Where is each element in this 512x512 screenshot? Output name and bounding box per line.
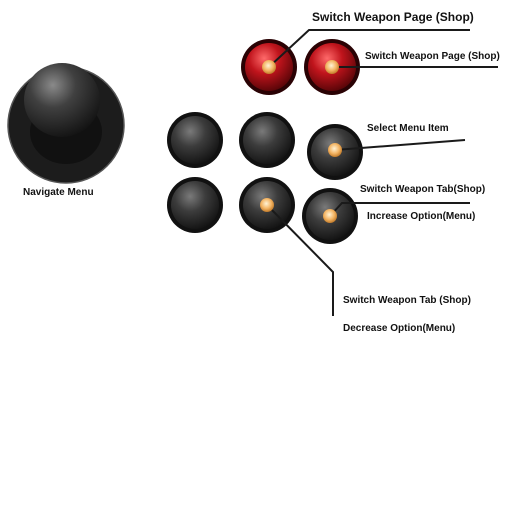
label-switch-tab-bottom: Switch Weapon Tab (Shop) bbox=[343, 295, 471, 306]
highlight-dot-select-item bbox=[328, 143, 342, 157]
button-row2-col1 bbox=[167, 177, 223, 233]
label-select-item: Select Menu Item bbox=[367, 123, 449, 134]
joystick bbox=[7, 63, 125, 184]
highlight-dot-switch-page-top bbox=[262, 60, 276, 74]
label-switch-page-top: Switch Weapon Page (Shop) bbox=[312, 10, 474, 24]
label-navigate-menu: Navigate Menu bbox=[23, 187, 94, 198]
button-row1-col2 bbox=[239, 112, 295, 168]
label-switch-page-side: Switch Weapon Page (Shop) bbox=[365, 51, 500, 62]
leader-decrease-option bbox=[266, 204, 334, 316]
label-increase-option: Increase Option(Menu) bbox=[367, 211, 476, 222]
joystick-ball bbox=[24, 63, 100, 137]
highlight-dot-decrease-option bbox=[260, 198, 274, 212]
leader-lines bbox=[266, 29, 498, 316]
label-decrease-option: Decrease Option(Menu) bbox=[343, 323, 456, 334]
leader-select-item bbox=[334, 139, 466, 151]
highlight-dot-increase-option bbox=[323, 209, 337, 223]
highlight-dot-switch-page-side bbox=[325, 60, 339, 74]
leader-switch-page-top bbox=[268, 29, 470, 68]
label-switch-tab-right: Switch Weapon Tab(Shop) bbox=[360, 184, 486, 195]
button-row1-col1 bbox=[167, 112, 223, 168]
